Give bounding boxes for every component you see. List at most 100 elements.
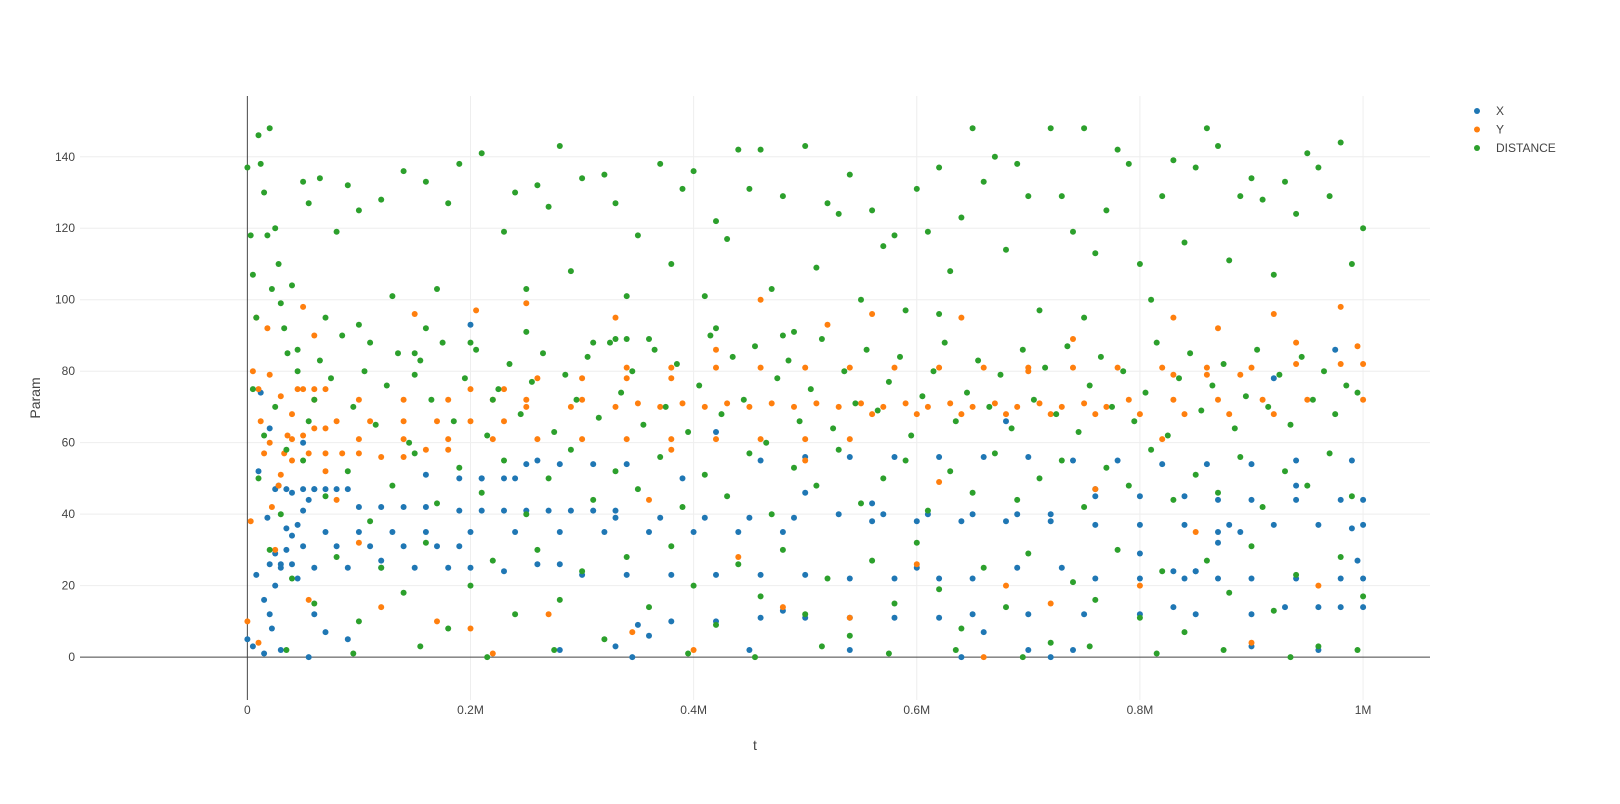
data-point bbox=[289, 489, 295, 496]
data-point bbox=[355, 450, 362, 457]
data-point bbox=[1215, 325, 1221, 332]
legend-marker bbox=[1474, 145, 1480, 151]
data-point bbox=[869, 518, 876, 525]
data-point bbox=[802, 457, 809, 464]
data-point bbox=[1248, 175, 1255, 182]
data-point bbox=[573, 396, 580, 403]
data-point bbox=[501, 228, 507, 235]
data-point bbox=[512, 529, 519, 535]
data-point bbox=[400, 504, 407, 510]
legend-item-y[interactable]: Y bbox=[1474, 123, 1504, 137]
data-point bbox=[858, 500, 864, 507]
data-point bbox=[1081, 400, 1088, 407]
data-point bbox=[300, 543, 307, 550]
data-point bbox=[277, 471, 284, 478]
data-point bbox=[1092, 596, 1099, 603]
data-point bbox=[1326, 450, 1333, 457]
data-point bbox=[289, 561, 295, 568]
data-point bbox=[813, 264, 820, 271]
data-point bbox=[752, 654, 758, 661]
data-point bbox=[1170, 568, 1177, 575]
data-point bbox=[779, 332, 786, 339]
data-point bbox=[1097, 353, 1104, 360]
data-point bbox=[774, 375, 781, 382]
data-point bbox=[1270, 271, 1277, 278]
data-point bbox=[1337, 361, 1344, 367]
data-point bbox=[467, 339, 474, 346]
legend[interactable]: XY DISTANCE bbox=[1474, 104, 1556, 155]
data-point bbox=[445, 625, 452, 632]
data-point bbox=[757, 296, 764, 303]
data-point bbox=[283, 486, 290, 493]
data-point bbox=[257, 160, 264, 167]
data-point bbox=[1293, 482, 1300, 489]
data-point bbox=[685, 429, 692, 435]
data-point bbox=[355, 321, 362, 328]
data-point bbox=[802, 611, 809, 618]
data-point bbox=[657, 454, 664, 460]
y-tick-label: 60 bbox=[62, 436, 76, 450]
tick-labels: 0 0.2M 0.4M 0.6M 0.8M 1M 0 20 40 60 80 100 120 140 bbox=[55, 150, 1371, 717]
data-point bbox=[802, 436, 809, 443]
data-point bbox=[1270, 607, 1277, 614]
data-point bbox=[952, 647, 959, 653]
data-point bbox=[740, 396, 747, 403]
data-point bbox=[1136, 550, 1143, 557]
data-point bbox=[1315, 164, 1322, 171]
data-point bbox=[322, 314, 329, 321]
data-point bbox=[512, 189, 519, 196]
data-point bbox=[333, 486, 340, 493]
data-point bbox=[272, 546, 279, 553]
data-point bbox=[316, 175, 323, 182]
data-point bbox=[835, 511, 842, 518]
data-point bbox=[322, 386, 329, 393]
data-point bbox=[456, 543, 463, 550]
data-point bbox=[846, 436, 853, 443]
data-point bbox=[757, 436, 764, 443]
data-point bbox=[272, 582, 279, 589]
data-point bbox=[556, 461, 563, 468]
data-point bbox=[277, 393, 284, 400]
data-point bbox=[818, 643, 825, 650]
data-point bbox=[1354, 343, 1361, 350]
data-point bbox=[869, 557, 876, 564]
data-point bbox=[311, 386, 318, 393]
y-tick-label: 20 bbox=[62, 579, 76, 593]
data-point bbox=[523, 286, 530, 292]
data-point bbox=[791, 514, 797, 521]
data-point bbox=[1003, 411, 1009, 418]
data-point bbox=[255, 386, 262, 393]
data-point bbox=[456, 160, 463, 167]
data-point bbox=[411, 311, 418, 317]
data-point bbox=[646, 336, 652, 342]
data-point bbox=[746, 403, 753, 410]
data-point bbox=[1293, 210, 1300, 217]
data-point bbox=[713, 429, 719, 435]
data-point bbox=[1058, 193, 1065, 200]
data-point bbox=[1181, 411, 1188, 418]
data-point bbox=[1081, 611, 1088, 618]
data-point bbox=[289, 436, 295, 443]
data-point bbox=[936, 364, 943, 371]
data-point bbox=[1343, 382, 1350, 389]
data-point bbox=[523, 511, 530, 518]
data-point bbox=[378, 454, 385, 460]
legend-item-distance[interactable]: DISTANCE bbox=[1474, 141, 1556, 155]
data-point bbox=[701, 471, 708, 478]
data-point bbox=[891, 454, 898, 460]
data-point bbox=[512, 611, 519, 618]
data-point bbox=[902, 400, 909, 407]
data-point bbox=[372, 421, 379, 428]
data-point bbox=[1159, 193, 1166, 200]
data-point bbox=[1159, 364, 1166, 371]
data-point bbox=[1114, 546, 1121, 553]
data-point bbox=[253, 571, 260, 578]
data-point bbox=[634, 486, 641, 493]
data-point bbox=[333, 228, 340, 235]
data-point bbox=[958, 654, 965, 661]
data-point bbox=[1014, 160, 1021, 167]
data-point bbox=[266, 371, 273, 378]
data-point bbox=[891, 232, 898, 239]
data-point bbox=[1270, 311, 1277, 317]
legend-item-x[interactable]: X bbox=[1474, 104, 1504, 118]
